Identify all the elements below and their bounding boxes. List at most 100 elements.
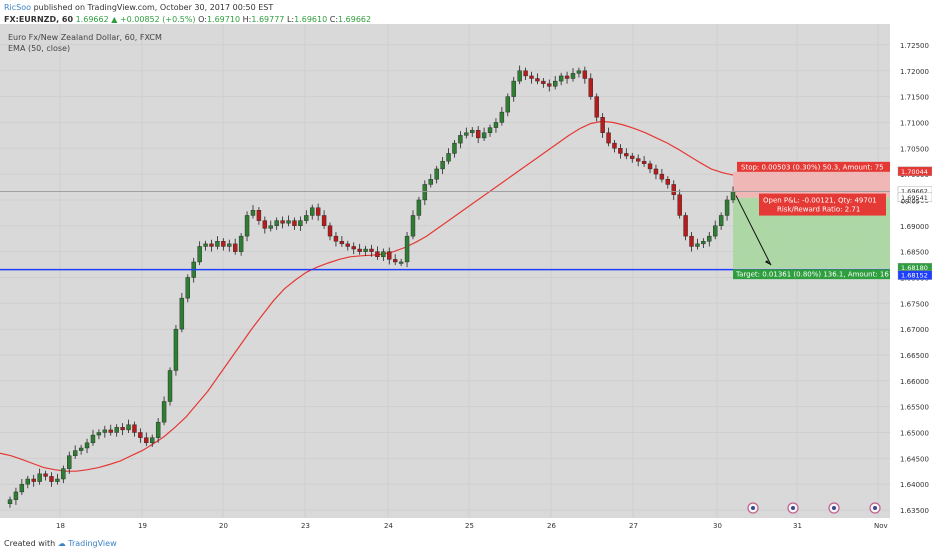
y-tick-label: 1.72500 [900, 42, 929, 50]
low-value: 1.69610 [294, 15, 328, 24]
candle-up [381, 251, 386, 257]
candle-up [126, 424, 131, 431]
candle-down [647, 163, 653, 170]
y-tick-label: 1.71000 [900, 119, 929, 127]
candle-up [55, 478, 60, 482]
candle-up [464, 132, 469, 136]
risk-reward-label: Risk/Reward Ratio: 2.71 [777, 206, 860, 214]
candle-up [446, 153, 451, 162]
candle-down [221, 241, 226, 247]
candle-up [310, 207, 315, 216]
candle-up [701, 241, 706, 245]
candle-down [475, 129, 481, 139]
x-tick-label: 30 [713, 522, 722, 530]
candle-up [505, 96, 511, 113]
grid [0, 24, 890, 518]
candle-up [553, 80, 558, 87]
candle-up [155, 421, 161, 438]
candle-up [13, 491, 19, 500]
candle-up [173, 328, 179, 371]
candle-up [25, 478, 30, 485]
candle-down [369, 248, 374, 252]
candle-down [535, 78, 540, 82]
x-tick-label: 26 [547, 522, 556, 530]
low-label: L: [286, 15, 295, 24]
event-markers[interactable] [747, 502, 881, 514]
y-tick-label: 1.70500 [900, 145, 929, 153]
candle-down [138, 432, 143, 438]
legend-indicator: EMA (50, close) [8, 44, 70, 53]
legend-instrument: Euro Fx/New Zealand Dollar, 60, FXCM [8, 33, 162, 42]
candle-up [185, 277, 190, 299]
candle-up [707, 235, 712, 242]
candle-up [481, 132, 487, 139]
price-tag-label: 1.68180 [901, 264, 928, 272]
countdown-label: 09:05 [901, 198, 920, 206]
candle-down [43, 473, 48, 477]
price-chart[interactable]: Stop: 0.00503 (0.30%) 50.3, Amount: 75 Ta… [0, 24, 932, 530]
y-tick-label: 1.68500 [900, 249, 929, 257]
x-tick-label: 31 [793, 522, 802, 530]
candle-up [487, 127, 493, 133]
candle-down [624, 153, 629, 157]
candle-down [132, 424, 137, 433]
position-zones[interactable] [733, 171, 890, 269]
candle-down [262, 220, 268, 229]
x-tick-label: Nov [874, 522, 888, 530]
tradingview-brand[interactable]: TradingView [68, 539, 117, 548]
candle-up [150, 437, 155, 444]
price-tag-label: 1.69541 [901, 194, 928, 202]
y-tick-label: 1.63500 [900, 507, 929, 515]
candle-down [333, 235, 339, 242]
candle-up [84, 442, 90, 449]
time-axis[interactable] [0, 518, 890, 530]
candle-up [72, 450, 78, 456]
close-value: 1.69662 [338, 15, 372, 24]
stop-zone [733, 171, 890, 198]
candle-down [357, 248, 362, 252]
y-tick-label: 1.66000 [900, 378, 929, 386]
price-tag-bg [897, 166, 932, 177]
high-label: H: [242, 15, 252, 24]
target-label: Target: 0.01361 (0.80%) 136.1, Amount: 1… [735, 271, 893, 279]
symbol-label: FX:EURNZD, 60 [4, 15, 74, 24]
y-tick-label: 1.65000 [900, 429, 929, 437]
candle-up [197, 246, 202, 263]
candle-down [665, 179, 671, 185]
stop-label-bg [737, 161, 890, 172]
y-tick-label: 1.67000 [900, 326, 929, 334]
candle-up [114, 427, 119, 433]
candle-up [90, 434, 96, 444]
candle-up [398, 261, 404, 264]
candle-down [529, 75, 534, 79]
open-pl-label: Open P&L: -0.00121, Qty: 49701 [763, 197, 877, 205]
candle-down [315, 207, 321, 216]
y-tick-label: 1.64500 [900, 455, 929, 463]
candle-up [286, 220, 291, 224]
candle-up [440, 160, 445, 170]
candle-down [31, 478, 36, 482]
candle-down [339, 241, 345, 245]
candle-up [304, 215, 309, 221]
candle-up [410, 215, 416, 237]
author-link[interactable]: RicSoo [4, 3, 32, 12]
candle-down [564, 75, 570, 79]
target-label-bg [733, 269, 890, 280]
y-tick-label: 1.66500 [900, 352, 929, 360]
candle-down [618, 148, 623, 154]
candle-up [7, 499, 13, 504]
candle-up [452, 142, 457, 154]
stop-label: Stop: 0.00503 (0.30%) 50.3, Amount: 75 [741, 163, 884, 171]
candle-up [363, 248, 368, 252]
y-tick-label: 1.67500 [900, 300, 929, 308]
header-bar: RicSoo published on TradingView.com, Oct… [4, 2, 924, 26]
candle-up [416, 199, 422, 216]
candle-down [630, 155, 635, 159]
event-flag-icon [832, 506, 836, 510]
candle-down [671, 184, 676, 195]
candle-down [120, 427, 125, 431]
price-tag-label: 1.70044 [901, 168, 928, 176]
candle-down [641, 160, 647, 164]
candle-up [493, 122, 499, 128]
candle-up [102, 429, 108, 433]
